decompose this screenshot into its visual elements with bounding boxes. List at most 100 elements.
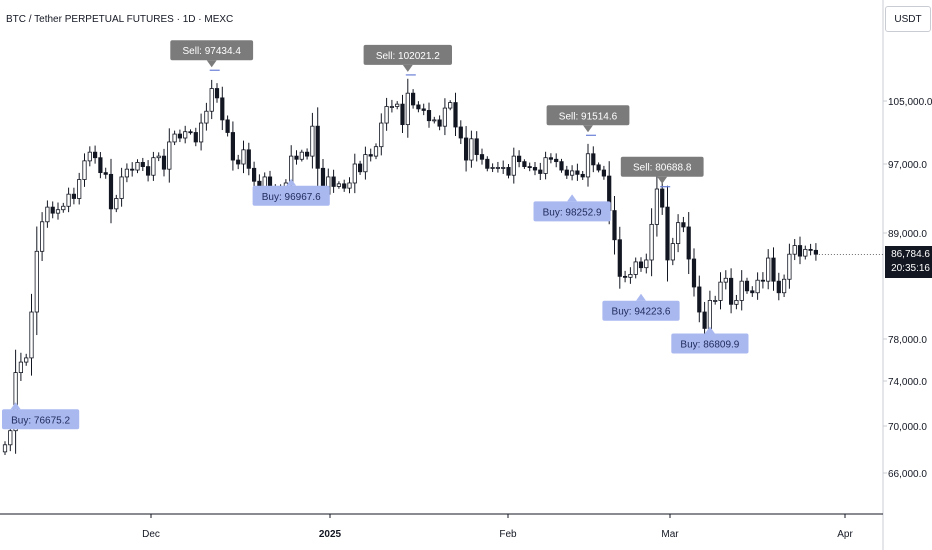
candle-down [660, 188, 665, 208]
candle-down [601, 169, 607, 177]
candle-down [214, 88, 220, 99]
candle-up [198, 122, 204, 143]
candle-up [61, 205, 66, 211]
candle-down [691, 258, 697, 288]
time-axis[interactable]: Dec 2025 Feb Mar Apr [142, 514, 853, 540]
candle-down [453, 102, 458, 128]
sell-signal-box [620, 156, 704, 177]
candle-up [739, 280, 744, 301]
buy-signal-label: Buy: 86809.9 [680, 340, 739, 351]
candle-down [485, 158, 490, 169]
last-price-tag: 86,784.6 20:35:16 [885, 246, 932, 278]
candle-up [167, 141, 172, 170]
candle-up [395, 103, 400, 107]
candle-down [797, 245, 803, 257]
candle-down [315, 125, 320, 169]
candle-down [729, 277, 734, 305]
signals-group: Buy: 76675.2 Sell: 97434.4 Buy: 96967.6 Sel… [2, 40, 749, 430]
y-tick-label: 74,000.0 [888, 377, 927, 388]
last-price-value: 86,784.6 [891, 249, 930, 260]
candle-down [251, 167, 257, 182]
candle-up [448, 102, 453, 109]
candle-down [193, 132, 198, 143]
candle-up [241, 149, 246, 165]
candle-up [792, 245, 797, 255]
candle-up [373, 146, 379, 157]
buy-signal-label: Buy: 96967.6 [262, 192, 321, 203]
candle-down [225, 119, 230, 133]
candle-up [82, 160, 87, 180]
buy-signal-box [2, 409, 80, 430]
y-tick-label: 78,000.0 [888, 335, 927, 346]
x-tick-label: Feb [499, 529, 517, 540]
candle-down [479, 154, 485, 160]
candle-up [66, 193, 71, 207]
candle-up [585, 153, 591, 178]
candle-up [501, 167, 506, 169]
candle-up [299, 151, 304, 160]
buy-signal-label: Buy: 76675.2 [11, 415, 70, 426]
sell-signal-box [363, 44, 452, 65]
candle-up [734, 300, 739, 305]
candle-down [771, 257, 776, 282]
candle-down [575, 170, 580, 175]
candle-up [405, 92, 410, 126]
candle-down [93, 151, 98, 159]
candle-up [713, 300, 718, 302]
candle-down [617, 239, 622, 277]
candle-up [495, 167, 501, 169]
candle-up [336, 183, 342, 187]
candle-down [697, 286, 702, 313]
candle-down [776, 280, 781, 294]
candle-down [538, 169, 543, 174]
candle-down [236, 159, 241, 165]
x-tick-label: Apr [837, 529, 853, 540]
candle-up [384, 106, 389, 124]
candle-down [564, 169, 569, 176]
candle-up [389, 106, 395, 108]
sell-signal-pointer [583, 125, 593, 133]
buy-signal-pointer [636, 293, 646, 301]
candle-down [437, 119, 442, 127]
currency-unit-button[interactable]: USDT [885, 6, 931, 32]
candle-down [400, 103, 405, 126]
candle-down [145, 166, 151, 176]
candle-down [220, 97, 225, 121]
candle-down [522, 161, 527, 167]
candle-down [246, 149, 251, 169]
candle-down [426, 110, 432, 122]
y-tick-label: 70,000.0 [888, 422, 927, 433]
sell-signal-label: Sell: 97434.4 [183, 46, 242, 57]
candle-down [591, 153, 596, 166]
buy-signal-box [602, 300, 680, 321]
candle-down [554, 158, 559, 163]
buy-signal-pointer [704, 326, 715, 334]
candle-down [140, 162, 145, 167]
buy-signal-box [252, 185, 330, 206]
x-tick-label: Dec [142, 529, 160, 540]
candle-up [676, 222, 681, 244]
candle-down [559, 161, 564, 171]
sell-signal-label: Sell: 91514.6 [559, 111, 618, 122]
candle-down [750, 290, 755, 294]
candle-up [628, 274, 633, 278]
candle-down [357, 163, 363, 173]
candle-up [755, 279, 760, 294]
candle-up [310, 125, 315, 157]
candle-down [421, 108, 426, 111]
candle-up [363, 154, 368, 173]
candle-up [670, 243, 675, 261]
candle-down [304, 151, 310, 157]
candle-countdown: 20:35:16 [891, 263, 930, 274]
candle-up [55, 209, 61, 214]
candle-up [183, 131, 188, 139]
buy-signal-box [671, 333, 749, 354]
candle-down [506, 167, 511, 176]
candle-down [665, 206, 670, 261]
candle-up [347, 182, 352, 189]
candle-up [787, 253, 792, 280]
buy-signal-pointer [567, 194, 578, 202]
candle-up [803, 248, 808, 257]
price-axis[interactable]: 105,000.0 97,000.0 89,000.0 78,000.0 74,000.… [883, 97, 932, 480]
